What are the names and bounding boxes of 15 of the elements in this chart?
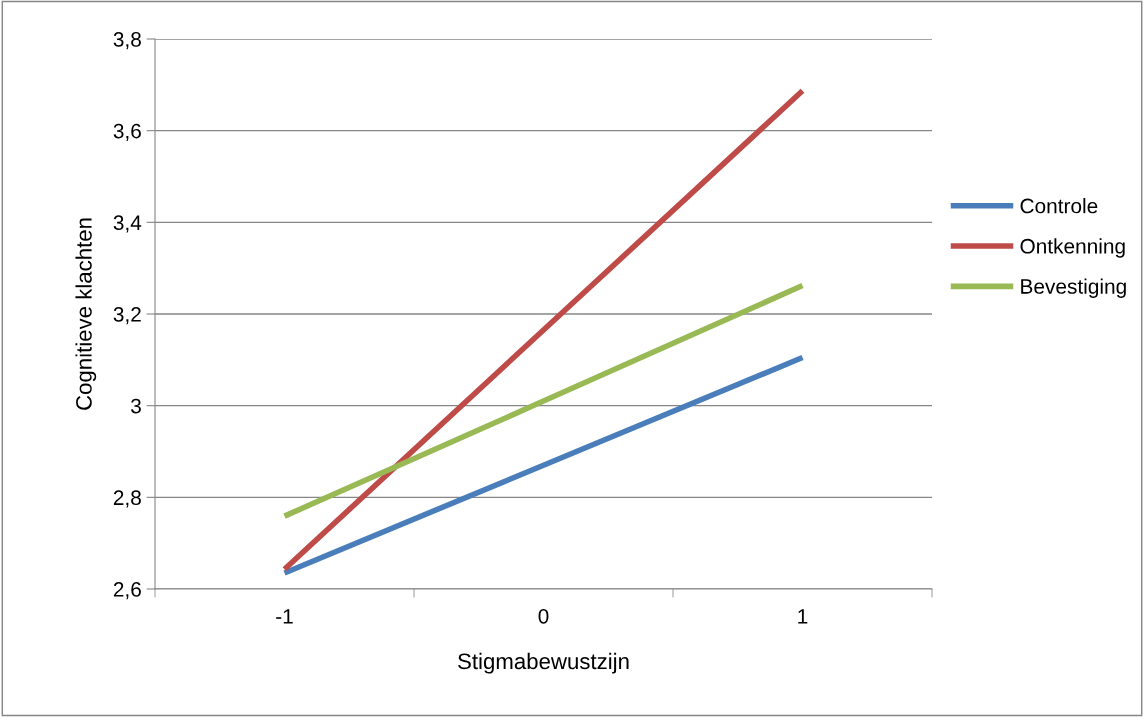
x-tick-label: -1 (276, 609, 293, 624)
y-tick-label: 3,6 (113, 123, 141, 141)
legend-label: Bevestiging (1021, 278, 1126, 298)
y-tick-label: 2,8 (113, 490, 141, 508)
y-tick-label: 2,6 (113, 582, 141, 600)
x-tick-label: 0 (538, 608, 549, 624)
y-axis-title: Cognitieve klachten (75, 218, 97, 410)
legend-label: Controle (1020, 198, 1098, 214)
y-tick-label: 3,4 (113, 215, 142, 233)
legend-label: Ontkenning (1020, 238, 1125, 258)
y-tick-label: 3,8 (113, 32, 141, 50)
y-tick-label: 3,2 (113, 307, 141, 325)
x-axis-title: Stigmabewustzijn (458, 652, 629, 674)
y-tick-label: 3 (131, 398, 141, 414)
x-tick-label: 1 (798, 609, 808, 624)
